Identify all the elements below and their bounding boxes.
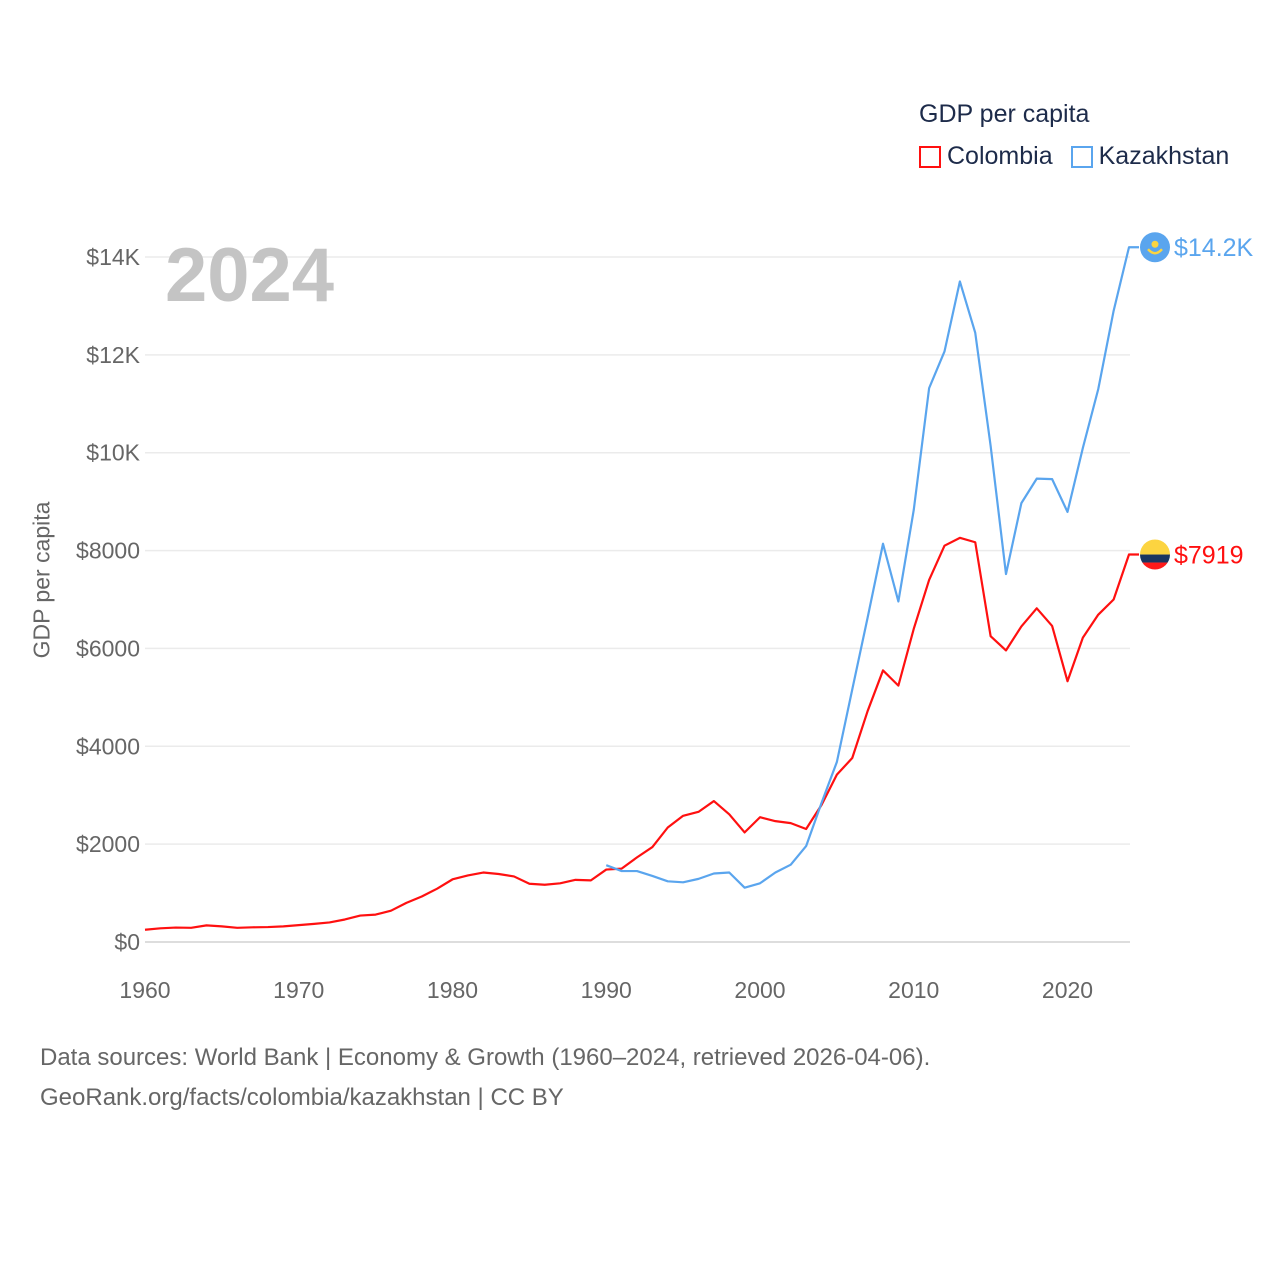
kazakhstan-flag-icon <box>1140 232 1170 263</box>
current-year-label: 2024 <box>165 233 335 318</box>
kazakhstan-swatch <box>1070 145 1093 168</box>
x-tick-label: 1970 <box>273 977 324 1003</box>
x-tick-label: 1960 <box>119 977 170 1003</box>
y-tick-label: $2000 <box>76 831 140 857</box>
x-tick-label: 2010 <box>888 977 939 1003</box>
footer-link[interactable]: GeoRank.org/facts/colombia/kazakhstan | … <box>40 1084 564 1111</box>
x-tick-label: 1980 <box>427 977 478 1003</box>
y-tick-label: $6000 <box>76 635 140 661</box>
legend-item-colombia[interactable]: Colombia <box>919 142 1053 171</box>
legend-title: GDP per capita <box>919 100 1090 128</box>
y-tick-label: $14K <box>86 244 140 270</box>
colombia-swatch <box>919 145 941 168</box>
y-axis-label: GDP per capita <box>28 501 55 659</box>
legend-item-kazakhstan[interactable]: Kazakhstan <box>1070 142 1230 171</box>
legend: Colombia Kazakhstan <box>919 142 1229 171</box>
x-tick-label: 2020 <box>1042 977 1093 1003</box>
y-tick-label: $8000 <box>76 538 140 564</box>
end-value-label-kazakhstan: $14.2K <box>1174 234 1254 262</box>
y-tick-label: $4000 <box>76 733 140 759</box>
series-line-kazakhstan <box>605 246 1139 889</box>
y-tick-label: $12K <box>86 342 140 368</box>
y-tick-label: $10K <box>86 440 140 466</box>
legend-label-kazakhstan: Kazakhstan <box>1098 142 1230 170</box>
series-line-colombia <box>144 536 1139 931</box>
legend-label-colombia: Colombia <box>947 142 1053 170</box>
footer-sources: Data sources: World Bank | Economy & Gro… <box>40 1044 931 1071</box>
x-tick-label: 2000 <box>734 977 785 1003</box>
x-tick-label: 1990 <box>581 977 632 1003</box>
y-tick-label: $0 <box>114 929 140 955</box>
end-value-label-colombia: $7919 <box>1174 542 1244 570</box>
colombia-flag-icon <box>1140 539 1170 570</box>
